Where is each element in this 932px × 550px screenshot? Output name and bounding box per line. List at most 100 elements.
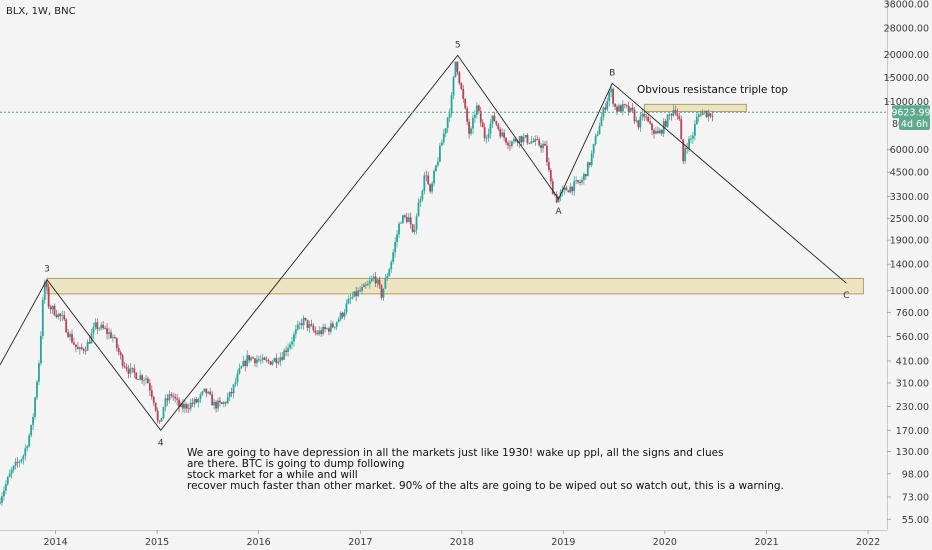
candle-body — [474, 114, 476, 118]
candle-body — [131, 367, 134, 369]
candle-body — [12, 465, 15, 470]
candle-body — [540, 145, 542, 149]
candle-body — [75, 344, 77, 347]
wave-label-3: 3 — [44, 265, 50, 275]
candle-body — [374, 276, 377, 284]
candle-body — [148, 383, 151, 391]
candle-body — [43, 282, 46, 300]
candle-body — [693, 124, 696, 136]
candle-body — [491, 115, 494, 124]
candle-body — [18, 461, 21, 463]
candle-body — [137, 379, 140, 381]
candle-body — [98, 328, 101, 330]
candle-body — [172, 395, 175, 397]
y-tick-label: 3300.00 — [890, 192, 929, 203]
candle-body — [460, 83, 463, 89]
candle-body — [160, 417, 163, 422]
price-axis[interactable]: 55.00 73.00 98.00 130.00 170.00 230.00 310.00 4… — [884, 0, 929, 526]
candle-body — [614, 103, 616, 107]
candle-body — [226, 397, 229, 404]
candle-body — [505, 137, 507, 143]
candle-body — [703, 110, 706, 112]
y-tick-label: 20000.00 — [884, 50, 929, 61]
candle-body — [493, 115, 496, 122]
candle-body — [224, 402, 227, 404]
candle-body — [431, 183, 433, 192]
candle-body — [423, 175, 426, 191]
x-tick-label: 2022 — [856, 537, 880, 548]
candle-body — [511, 141, 513, 146]
candle-body — [452, 77, 455, 96]
candle-body — [20, 459, 23, 462]
resistance-annotation: Obvious resistance triple top — [637, 84, 788, 96]
candle-body — [45, 282, 48, 288]
candle-body — [215, 401, 217, 409]
candle-body — [532, 141, 535, 143]
candle-body — [528, 142, 531, 144]
commentary-line: are there. BTC is going to dump followin… — [187, 458, 404, 470]
y-tick-label: 4500.00 — [890, 168, 929, 179]
candle-body — [433, 170, 435, 184]
candle-body — [59, 313, 62, 317]
candle-body — [166, 398, 169, 401]
candle-body — [386, 276, 389, 279]
countdown-background — [899, 117, 930, 130]
candle-body — [185, 404, 188, 409]
candle-body — [489, 123, 492, 134]
y-tick-label: 1000.00 — [890, 286, 929, 297]
candle-body — [353, 291, 356, 297]
candle-body — [363, 284, 365, 288]
y-tick-label: 760.00 — [896, 308, 929, 319]
candle-body — [435, 165, 437, 171]
candle-body — [26, 446, 29, 449]
candle-body — [534, 139, 537, 142]
candle-body — [446, 117, 449, 129]
candle-body — [586, 162, 589, 177]
candle-body — [668, 114, 671, 116]
candle-body — [627, 105, 630, 112]
candle-body — [331, 323, 334, 328]
candle-body — [555, 194, 558, 203]
candle-body — [108, 332, 110, 334]
candle-body — [123, 365, 126, 367]
candle-body — [357, 290, 360, 297]
candle-body — [444, 128, 447, 134]
candle-body — [141, 375, 143, 381]
countdown-tag: 4d 6h — [899, 117, 930, 130]
candle-body — [119, 352, 122, 356]
candle-body — [456, 61, 459, 73]
candle-body — [36, 381, 38, 398]
candle-body — [405, 216, 408, 222]
candle-body — [438, 145, 441, 162]
candle-body — [612, 88, 615, 104]
candle-body — [252, 357, 254, 359]
candle-body — [191, 402, 194, 404]
candle-body — [347, 299, 350, 304]
candle-body — [579, 182, 581, 184]
candle-body — [154, 402, 157, 411]
candle-body — [701, 111, 704, 115]
candle-body — [314, 330, 317, 333]
x-tick-label: 2016 — [246, 537, 270, 548]
candle-body — [437, 161, 439, 166]
y-tick-label: 170.00 — [896, 426, 929, 437]
candle-body — [82, 348, 85, 351]
price-tag-value: 9623.99 — [891, 107, 930, 118]
time-axis[interactable]: 2014 2015 2016 2017 2018 2019 2020 2021 2022 — [44, 530, 881, 548]
x-tick-label: 2021 — [755, 537, 779, 548]
candle-body — [246, 355, 249, 366]
candle-body — [275, 358, 278, 364]
candle-body — [542, 143, 544, 149]
candle-body — [429, 184, 432, 192]
candle-body — [512, 138, 515, 142]
candle-body — [575, 180, 578, 182]
candle-body — [232, 384, 235, 394]
commentary-line: recover much faster than other market. 9… — [187, 480, 784, 492]
candle-body — [672, 110, 675, 116]
candle-body — [524, 135, 527, 137]
candle-body — [621, 104, 624, 112]
candle-body — [384, 278, 387, 289]
candle-body — [195, 399, 198, 403]
